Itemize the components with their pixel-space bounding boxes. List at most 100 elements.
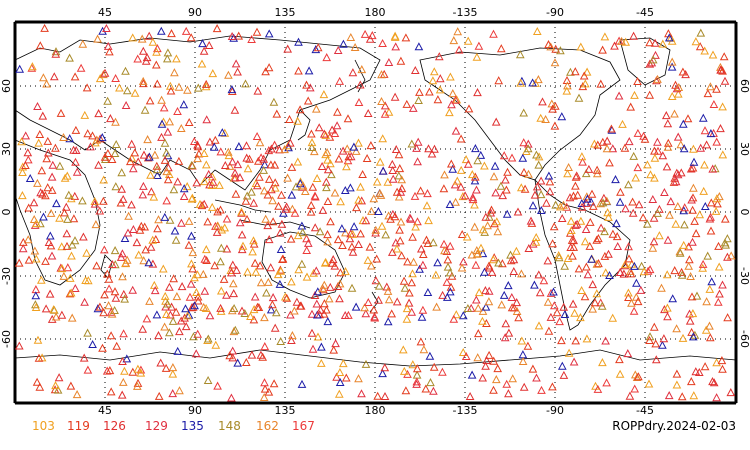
observation-marker (499, 290, 509, 299)
observation-marker (702, 297, 711, 306)
observation-marker (67, 251, 76, 260)
observation-marker (45, 289, 55, 298)
observation-marker (145, 296, 154, 305)
observation-marker (446, 72, 455, 81)
observation-marker (494, 76, 504, 85)
observation-marker (429, 386, 438, 395)
observation-marker (407, 278, 417, 287)
observation-marker (664, 391, 674, 400)
observation-marker (490, 219, 499, 228)
observation-marker (705, 214, 715, 223)
observation-marker (419, 345, 429, 354)
right-lat-label: 0 (738, 209, 750, 216)
observation-marker (216, 243, 226, 252)
observation-marker (192, 178, 202, 187)
observation-marker (458, 192, 468, 201)
observation-marker (268, 217, 278, 226)
observation-marker (445, 287, 455, 296)
observation-marker (201, 303, 211, 312)
observation-marker (118, 272, 127, 281)
observation-marker (548, 382, 557, 391)
observation-marker (699, 186, 709, 195)
observation-marker (545, 177, 555, 186)
observation-marker (290, 208, 300, 217)
observation-marker (410, 65, 420, 74)
observation-marker (478, 225, 488, 234)
observation-marker (251, 267, 261, 276)
observation-marker (82, 83, 92, 92)
observation-marker (31, 302, 41, 311)
observation-marker (255, 138, 265, 147)
observation-marker (161, 363, 171, 372)
observation-marker (41, 256, 50, 265)
observation-marker (99, 175, 109, 184)
observation-marker (559, 302, 569, 311)
observation-marker (24, 255, 34, 264)
observation-marker (474, 41, 484, 50)
observation-marker (350, 42, 360, 51)
observation-marker (457, 229, 467, 238)
observation-marker (530, 190, 540, 199)
observation-marker (708, 50, 718, 59)
observation-marker (507, 303, 517, 312)
observation-marker (363, 255, 373, 264)
observation-marker (528, 364, 538, 373)
observation-marker (132, 238, 142, 247)
observation-marker (611, 175, 620, 184)
observation-marker (534, 270, 544, 279)
observation-marker (689, 157, 699, 166)
observation-marker (687, 327, 696, 336)
observation-marker (534, 321, 544, 330)
observation-marker (716, 62, 725, 71)
observation-marker (99, 245, 109, 254)
observation-marker (548, 104, 557, 113)
observation-marker (461, 351, 471, 360)
observation-marker (191, 349, 201, 358)
observation-marker (194, 149, 204, 158)
observation-marker (396, 187, 406, 196)
observation-marker (602, 136, 612, 145)
observation-marker (657, 283, 666, 292)
observation-marker (507, 292, 517, 301)
observation-marker (270, 140, 279, 149)
observation-marker (132, 381, 142, 390)
left-lat-label: 30 (0, 142, 13, 156)
observation-marker (329, 345, 339, 354)
observation-marker (162, 167, 172, 176)
observation-marker (487, 205, 496, 214)
observation-marker (139, 256, 149, 265)
observation-marker (222, 214, 232, 223)
observation-marker (313, 332, 323, 341)
observation-marker (512, 298, 522, 307)
observation-marker (550, 101, 560, 110)
observation-marker (39, 73, 48, 82)
observation-marker (360, 303, 369, 312)
observation-marker (541, 114, 550, 123)
observation-marker (229, 327, 239, 336)
observation-marker (160, 138, 170, 147)
observation-marker (275, 279, 285, 288)
observation-marker (169, 185, 179, 194)
observation-marker (720, 76, 730, 85)
observation-marker (279, 208, 288, 217)
observation-marker (627, 298, 636, 307)
observation-marker (698, 113, 708, 122)
observation-marker (107, 154, 117, 163)
observation-marker (199, 199, 209, 208)
observation-marker (90, 196, 100, 205)
observation-marker (708, 164, 718, 173)
observation-marker (60, 208, 69, 217)
observation-marker (631, 292, 641, 301)
observation-marker (583, 270, 593, 279)
observation-marker (127, 139, 137, 148)
observation-marker (596, 223, 606, 232)
observation-marker (591, 381, 600, 390)
top-lon-label: -90 (546, 6, 564, 19)
observation-marker (713, 199, 722, 208)
observation-marker (198, 269, 208, 278)
observation-marker (645, 332, 655, 341)
observation-marker (335, 279, 345, 288)
observation-marker (209, 142, 219, 151)
observation-marker (41, 304, 51, 313)
observation-marker (412, 143, 421, 152)
